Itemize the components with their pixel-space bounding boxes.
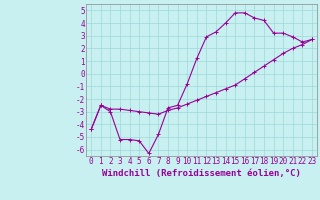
X-axis label: Windchill (Refroidissement éolien,°C): Windchill (Refroidissement éolien,°C) xyxy=(102,169,301,178)
